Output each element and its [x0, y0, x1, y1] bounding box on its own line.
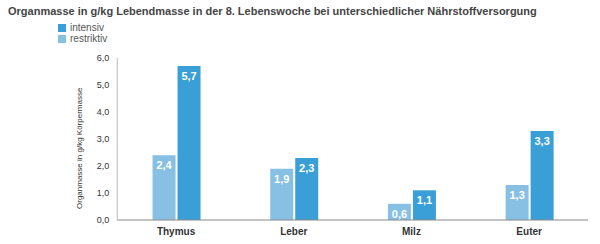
svg-text:4,0: 4,0 [97, 107, 110, 117]
svg-text:3,0: 3,0 [97, 134, 110, 144]
html-text:restriktiv: restriktiv [70, 33, 108, 44]
svg-text:3,3: 3,3 [534, 135, 549, 147]
svg-text:2,0: 2,0 [97, 161, 110, 171]
svg-text:5,7: 5,7 [181, 70, 196, 82]
svg-text:1,3: 1,3 [509, 189, 524, 201]
html-text:intensiv: intensiv [70, 22, 104, 33]
svg-text:Thymus: Thymus [157, 226, 196, 237]
svg-text:1,0: 1,0 [97, 188, 110, 198]
svg-text:2,3: 2,3 [299, 162, 314, 174]
svg-text:1,1: 1,1 [417, 194, 432, 206]
svg-text:Euter: Euter [516, 226, 542, 237]
svg-text:Organmasse in g/kg Körpermasse: Organmasse in g/kg Körpermasse [75, 87, 84, 209]
html-text:Organmasse in g/kg Lebendmasse: Organmasse in g/kg Lebendmasse in der 8.… [8, 5, 537, 17]
svg-text:Leber: Leber [280, 226, 307, 237]
svg-text:1,9: 1,9 [274, 173, 289, 185]
svg-text:2,4: 2,4 [156, 159, 172, 171]
svg-text:Milz: Milz [402, 226, 421, 237]
svg-text:0,0: 0,0 [97, 215, 110, 225]
svg-text:0,6: 0,6 [392, 208, 407, 220]
svg-text:6,0: 6,0 [97, 53, 110, 63]
svg-text:5,0: 5,0 [97, 80, 110, 90]
